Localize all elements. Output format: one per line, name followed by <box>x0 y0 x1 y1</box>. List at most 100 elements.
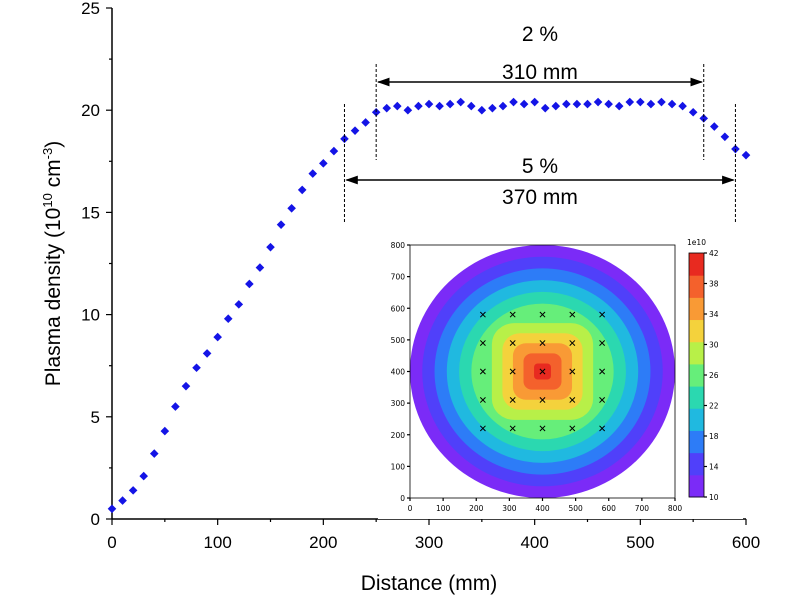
data-point <box>466 101 476 111</box>
colorbar-band <box>689 297 704 321</box>
data-point <box>181 381 191 391</box>
colorbar-band <box>689 408 704 431</box>
inset-x-tick-label: 400 <box>535 504 550 513</box>
data-point <box>255 263 265 272</box>
y-axis-title-unit: cm <box>42 159 65 193</box>
inset-y-tick-label: 600 <box>391 304 406 313</box>
inset-x-tick-label: 600 <box>602 504 617 513</box>
measurement-point <box>569 397 576 403</box>
inset-y-tick-label: 200 <box>391 431 406 440</box>
data-point <box>149 449 159 458</box>
colorbar-band <box>689 363 704 387</box>
colorbar-band <box>689 386 704 409</box>
y-tick-label: 20 <box>81 101 100 120</box>
annotation-layer: 2 % 310 mm 5 % 370 mm <box>343 23 736 222</box>
measurement-point <box>539 397 546 403</box>
inset-x-tick-label: 0 <box>408 504 413 513</box>
measurement-point <box>569 311 576 318</box>
colorbar-band <box>689 275 704 298</box>
data-point <box>688 107 698 117</box>
data-point <box>583 99 592 109</box>
measurement-point <box>509 311 516 318</box>
colorbar-tick-label: 34 <box>709 310 719 319</box>
measurement-point <box>599 368 606 375</box>
measurement-point <box>479 311 486 318</box>
annotation-span: 310 mm <box>502 61 578 84</box>
data-point <box>530 97 539 107</box>
data-point <box>107 504 117 514</box>
data-point <box>424 99 434 109</box>
data-point <box>213 332 222 342</box>
x-tick-label: 300 <box>415 533 443 552</box>
data-point <box>625 97 635 107</box>
data-point <box>720 132 730 142</box>
data-point <box>361 118 370 127</box>
measurement-point <box>539 340 546 346</box>
data-point <box>456 97 465 107</box>
measurement-point <box>569 425 576 432</box>
data-point <box>350 126 360 135</box>
measurement-point <box>569 340 576 346</box>
colorbar-band <box>689 253 704 276</box>
colorbar-tick-label: 26 <box>709 371 719 380</box>
inset-y-tick-label: 500 <box>391 336 406 345</box>
measurement-point <box>599 425 606 432</box>
measurement-point <box>479 425 486 432</box>
inset-y-tick-label: 800 <box>391 241 406 250</box>
colorbar-label: 1e10 <box>687 238 706 247</box>
data-point <box>160 426 170 436</box>
measurement-point <box>479 368 486 375</box>
inset-x-tick-label: 500 <box>568 504 583 513</box>
measurement-point <box>479 397 486 403</box>
measurement-point <box>599 311 606 318</box>
data-point <box>192 363 201 373</box>
data-point <box>234 300 244 309</box>
data-point <box>699 114 709 123</box>
data-point <box>678 101 687 111</box>
data-point <box>519 99 529 109</box>
annotation-span: 370 mm <box>502 186 578 209</box>
x-tick-label: 600 <box>732 533 760 552</box>
colorbar-tick-label: 10 <box>709 493 719 502</box>
data-point <box>636 97 645 107</box>
data-point <box>477 105 487 115</box>
data-point <box>393 101 402 111</box>
data-point <box>435 101 444 111</box>
data-point <box>741 150 751 160</box>
data-point <box>266 242 275 252</box>
colorbar-tick-label: 42 <box>709 249 719 258</box>
x-tick-label: 200 <box>309 533 337 552</box>
annotation-percent: 2 % <box>522 23 558 46</box>
data-point <box>572 99 582 109</box>
x-tick-label: 400 <box>520 533 548 552</box>
y-axis-title: Plasma density (1010 cm-3) <box>40 141 65 386</box>
measurement-point <box>539 368 546 375</box>
data-point <box>308 169 318 178</box>
uniformity-inset: 0 100 200 300 400 500 600 700 800 0 100 200 300 400 50… <box>378 232 743 519</box>
data-point <box>551 101 561 111</box>
y-axis-title-exp1: 10 <box>40 193 55 207</box>
y-axis-title-exp2: -3 <box>40 148 55 160</box>
data-point <box>223 314 233 323</box>
x-axis-title: Distance (mm) <box>361 572 498 595</box>
annotation-percent: 5 % <box>522 155 558 178</box>
data-point <box>667 99 677 109</box>
inset-y-tick-label: 100 <box>391 462 406 471</box>
data-point <box>371 107 381 117</box>
measurement-point <box>479 340 486 346</box>
x-tick-label: 100 <box>203 533 231 552</box>
data-point <box>710 122 719 131</box>
data-point <box>340 134 349 144</box>
measurement-point <box>599 397 606 403</box>
data-point <box>445 99 455 109</box>
y-tick-label: 10 <box>81 306 100 325</box>
y-tick-label: 15 <box>81 203 100 222</box>
y-axis-title-base: Plasma density (10 <box>42 208 65 387</box>
data-point <box>562 99 571 109</box>
x-tick-label: 0 <box>107 533 116 552</box>
x-tick-label: 500 <box>626 533 654 552</box>
inset-y-tick-label: 700 <box>391 273 406 282</box>
measurement-point <box>509 425 516 432</box>
data-point <box>118 496 127 505</box>
